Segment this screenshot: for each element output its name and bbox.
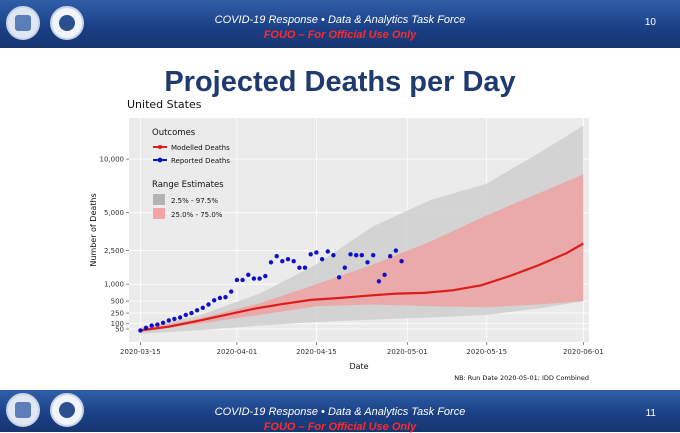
reported-deaths-point	[331, 253, 336, 258]
header-page-number: 10	[644, 17, 656, 28]
header-fouo-label: FOUO – For Official Use Only	[263, 29, 417, 41]
y-tick-label: 2,500	[104, 247, 124, 255]
reported-deaths-point	[371, 253, 376, 258]
y-axis-label: Number of Deaths	[89, 193, 98, 266]
header-banner: COVID-19 Response • Data & Analytics Tas…	[0, 0, 680, 48]
legend: Outcomes Modelled Deaths Reported Deaths…	[152, 128, 230, 219]
dhs-seal-icon	[50, 393, 84, 427]
hhs-seal-icon	[6, 393, 40, 427]
reported-deaths-point	[354, 253, 359, 258]
reported-deaths-point	[183, 312, 188, 318]
slide-title: Projected Deaths per Day	[164, 66, 516, 98]
legend-outcomes-title: Outcomes	[152, 128, 196, 138]
legend-reported-key-dot	[157, 157, 163, 163]
y-tick-label: 500	[111, 298, 124, 306]
reported-deaths-point	[319, 257, 325, 262]
x-tick-label: 2020-03-15	[120, 348, 161, 356]
reported-deaths-point	[297, 265, 302, 270]
footer-title: COVID-19 Response • Data & Analytics Tas…	[214, 406, 466, 418]
reported-deaths-point	[314, 250, 319, 255]
reported-deaths-point	[257, 276, 262, 281]
reported-deaths-point	[348, 252, 353, 257]
reported-deaths-point	[376, 279, 382, 284]
footer-banner: COVID-19 Response • Data & Analytics Tas…	[0, 390, 680, 433]
reported-deaths-point	[138, 328, 143, 333]
reported-deaths-point	[388, 254, 393, 259]
chart-note: NB: Run Date 2020-05-01; IDD Combined	[454, 374, 589, 382]
x-axis-label: Date	[349, 362, 368, 371]
reported-deaths-point	[200, 305, 205, 310]
legend-inner-key	[153, 208, 165, 219]
reported-deaths-point	[166, 318, 171, 323]
y-tick-label: 5,000	[104, 209, 124, 217]
header-title: COVID-19 Response • Data & Analytics Tas…	[214, 14, 466, 26]
legend-inner-label: 25.0% - 75.0%	[171, 211, 223, 219]
reported-deaths-point	[234, 277, 240, 283]
reported-deaths-point	[280, 259, 285, 264]
x-tick-label: 2020-06-01	[563, 348, 604, 356]
legend-range-title: Range Estimates	[152, 180, 224, 190]
legend-modelled-label: Modelled Deaths	[171, 144, 230, 152]
reported-deaths-point	[155, 322, 160, 327]
footer-fouo-label: FOUO – For Official Use Only	[263, 421, 417, 433]
reported-deaths-point	[399, 259, 404, 264]
reported-deaths-point	[302, 265, 308, 270]
reported-deaths-point	[285, 257, 291, 262]
y-tick-label: 250	[111, 310, 124, 318]
reported-deaths-point	[308, 252, 313, 257]
legend-reported-label: Reported Deaths	[171, 157, 230, 165]
inner-range-band	[140, 174, 584, 332]
y-tick-label: 50	[115, 326, 124, 334]
reported-deaths-point	[359, 253, 364, 258]
reported-deaths-point	[160, 320, 166, 325]
reported-deaths-point	[206, 302, 211, 307]
reported-deaths-point	[189, 310, 194, 316]
reported-deaths-point	[212, 298, 217, 303]
x-tick-label: 2020-04-15	[296, 348, 337, 356]
reported-deaths-point	[251, 276, 257, 281]
reported-deaths-point	[291, 259, 296, 264]
reported-deaths-point	[177, 315, 183, 320]
y-tick-label: 100	[111, 320, 124, 328]
reported-deaths-point	[365, 260, 370, 265]
x-tick-label: 2020-04-01	[217, 348, 258, 356]
reported-deaths-point	[325, 249, 330, 254]
reported-deaths-point	[268, 260, 274, 265]
x-axis: 2020-03-15 2020-04-01 2020-04-15 2020-05-01…	[120, 342, 604, 356]
modelled-deaths-line	[140, 242, 584, 332]
reported-deaths-point	[143, 325, 149, 330]
hhs-seal-icon	[6, 6, 40, 40]
legend-outer-key	[153, 194, 165, 205]
y-tick-label: 10,000	[100, 156, 125, 164]
chart-title: United States	[127, 98, 202, 111]
modelled-line-group	[140, 242, 584, 332]
reported-deaths-point	[229, 289, 234, 294]
y-tick-label: 1,000	[104, 281, 124, 289]
reported-points-group	[138, 248, 404, 333]
reported-deaths-point	[217, 295, 223, 301]
reported-deaths-point	[342, 265, 347, 270]
dhs-seal-icon	[50, 6, 84, 40]
x-tick-label: 2020-05-01	[387, 348, 428, 356]
reported-deaths-point	[263, 273, 268, 279]
reported-deaths-point	[336, 275, 342, 280]
legend-outer-label: 2.5% - 97.5%	[171, 197, 218, 205]
reported-deaths-point	[194, 308, 200, 313]
legend-modelled-key-dot	[158, 145, 162, 149]
reported-deaths-point	[246, 272, 251, 277]
reported-deaths-point	[172, 316, 177, 322]
reported-deaths-point	[382, 272, 387, 277]
reported-deaths-point	[240, 277, 245, 283]
reported-deaths-point	[393, 248, 399, 253]
reported-deaths-point	[149, 323, 154, 328]
range-bands	[140, 125, 584, 334]
footer-page-number: 11	[645, 408, 656, 419]
x-tick-label: 2020-05-15	[466, 348, 507, 356]
reported-deaths-point	[223, 295, 228, 300]
reported-deaths-point	[274, 254, 279, 259]
